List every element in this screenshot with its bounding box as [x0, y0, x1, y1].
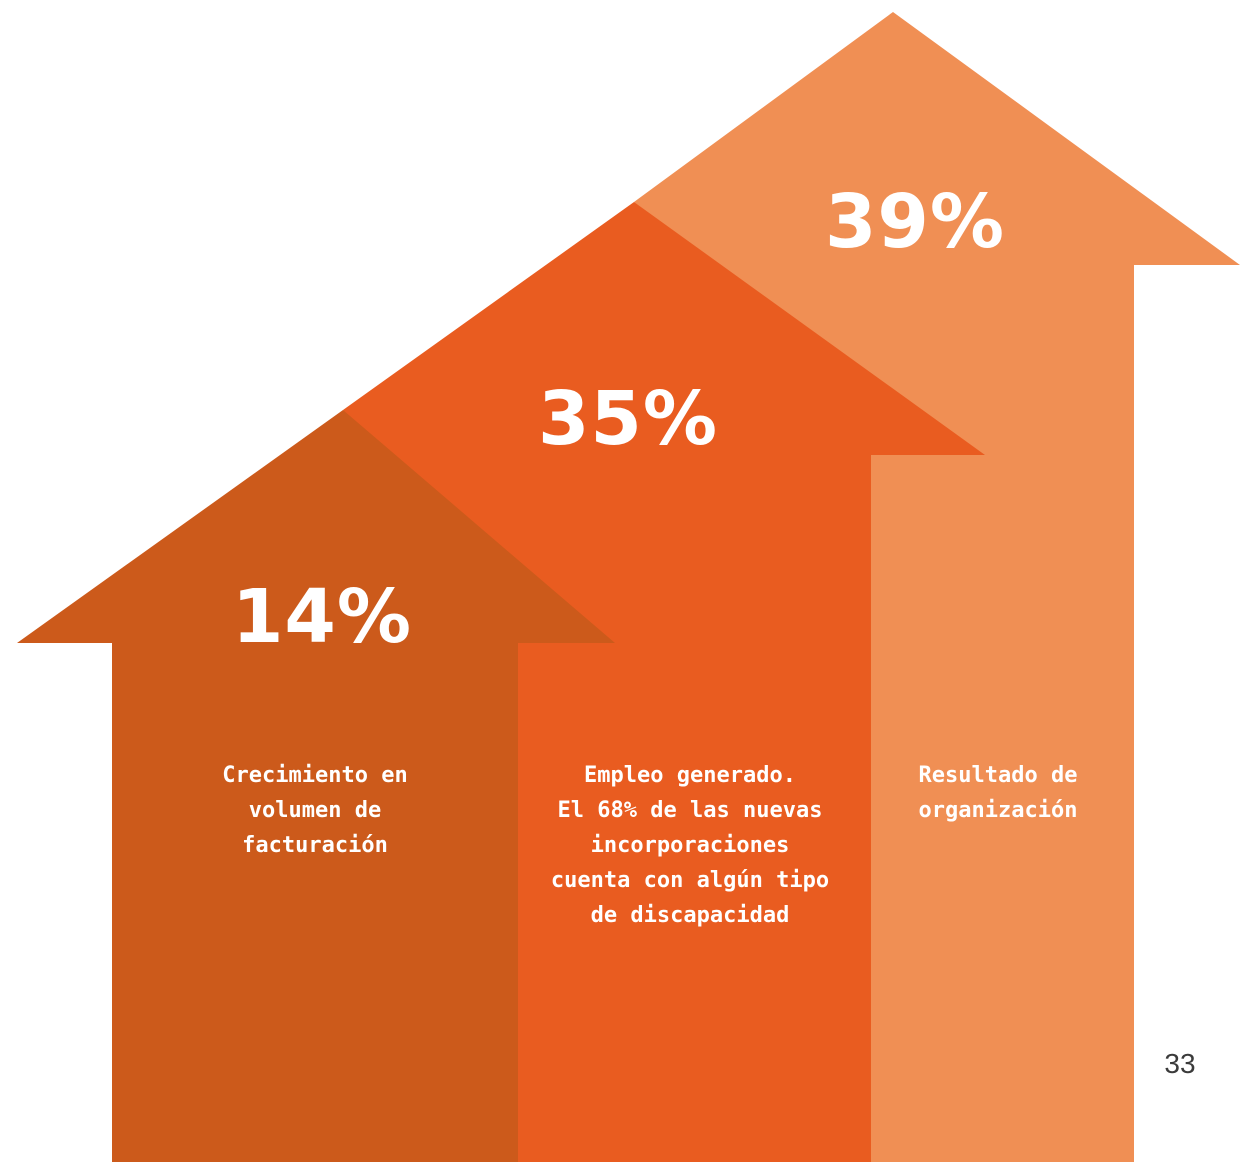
arrow-1-value: 14%: [231, 574, 413, 660]
arrow-2-description: Empleo generado. El 68% de las nuevas in…: [550, 763, 830, 928]
page-number: 33: [1164, 1048, 1196, 1079]
arrow-dark-shape: [17, 410, 615, 1162]
arrow-1-description: Crecimiento en volumen de facturación: [222, 763, 408, 858]
arrow-light-shape: [634, 12, 1240, 1162]
arrow-3-description: Resultado de organización: [918, 763, 1078, 823]
arrow-3-value: 39%: [824, 179, 1006, 265]
arrow-2-value: 35%: [537, 376, 719, 462]
arrow-medium-shape: [343, 202, 985, 1162]
